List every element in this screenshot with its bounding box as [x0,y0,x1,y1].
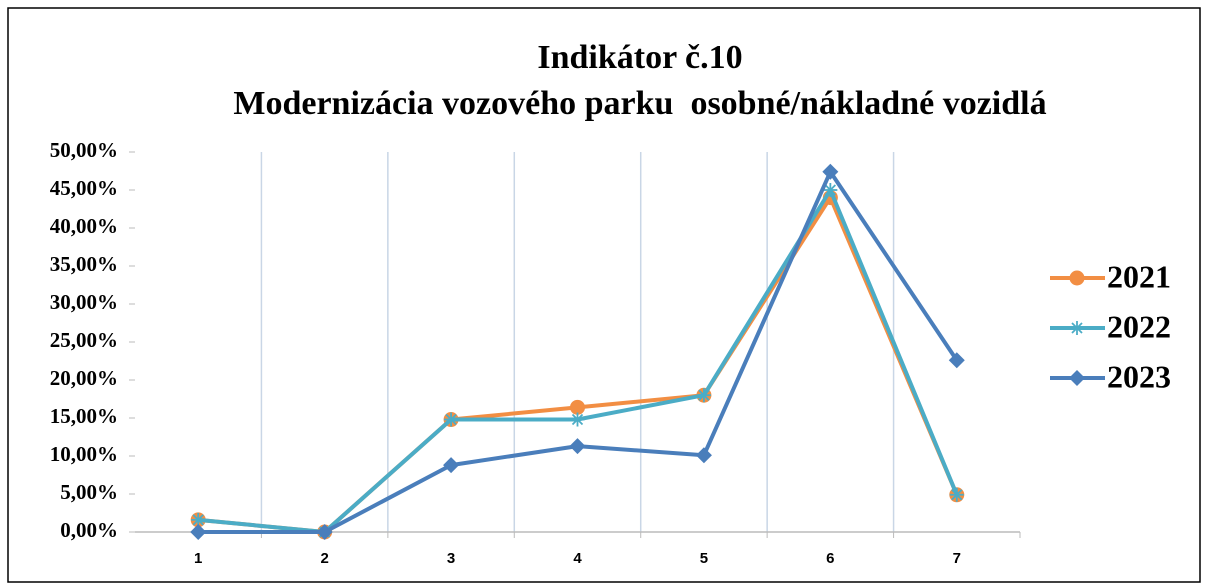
y-tick-label: 25,00% [50,328,118,352]
x-tick-label: 5 [700,550,708,567]
x-tick-label: 1 [194,550,202,567]
marker [949,487,964,502]
x-tick-label: 7 [953,550,961,567]
y-tick-label: 40,00% [50,214,118,238]
legend-label: 2021 [1107,258,1171,294]
legend-marker [1069,370,1085,386]
x-tick-label: 4 [573,550,582,567]
marker [570,412,585,427]
marker [948,352,965,369]
marker [570,399,585,415]
legend-marker [1070,321,1084,335]
marker [569,438,586,455]
marker [443,457,460,474]
chart-title: Indikátor č.10 [537,39,742,76]
y-tick-label: 15,00% [50,404,118,428]
y-tick-label: 35,00% [50,252,118,276]
legend-marker [1069,270,1085,286]
marker [823,183,838,197]
y-tick-label: 20,00% [50,366,118,390]
x-tick-label: 3 [447,550,455,567]
x-tick-label: 6 [826,550,834,567]
y-tick-label: 5,00% [60,480,118,504]
marker [696,388,711,403]
y-tick-label: 50,00% [50,138,118,162]
marker [695,447,712,464]
legend-label: 2023 [1107,358,1171,394]
y-tick-label: 10,00% [50,442,118,466]
marker [190,524,207,540]
legend-label: 2022 [1107,308,1171,344]
chart-frame [7,7,1201,583]
x-tick-label: 2 [320,550,328,567]
marker [316,524,333,540]
marker [822,163,839,180]
y-tick-label: 0,00% [60,518,118,542]
chart-subtitle: Modernizácia vozového parku osobné/nákla… [233,85,1046,122]
y-tick-label: 45,00% [50,176,118,200]
marker [444,412,459,427]
y-tick-label: 30,00% [50,290,118,314]
